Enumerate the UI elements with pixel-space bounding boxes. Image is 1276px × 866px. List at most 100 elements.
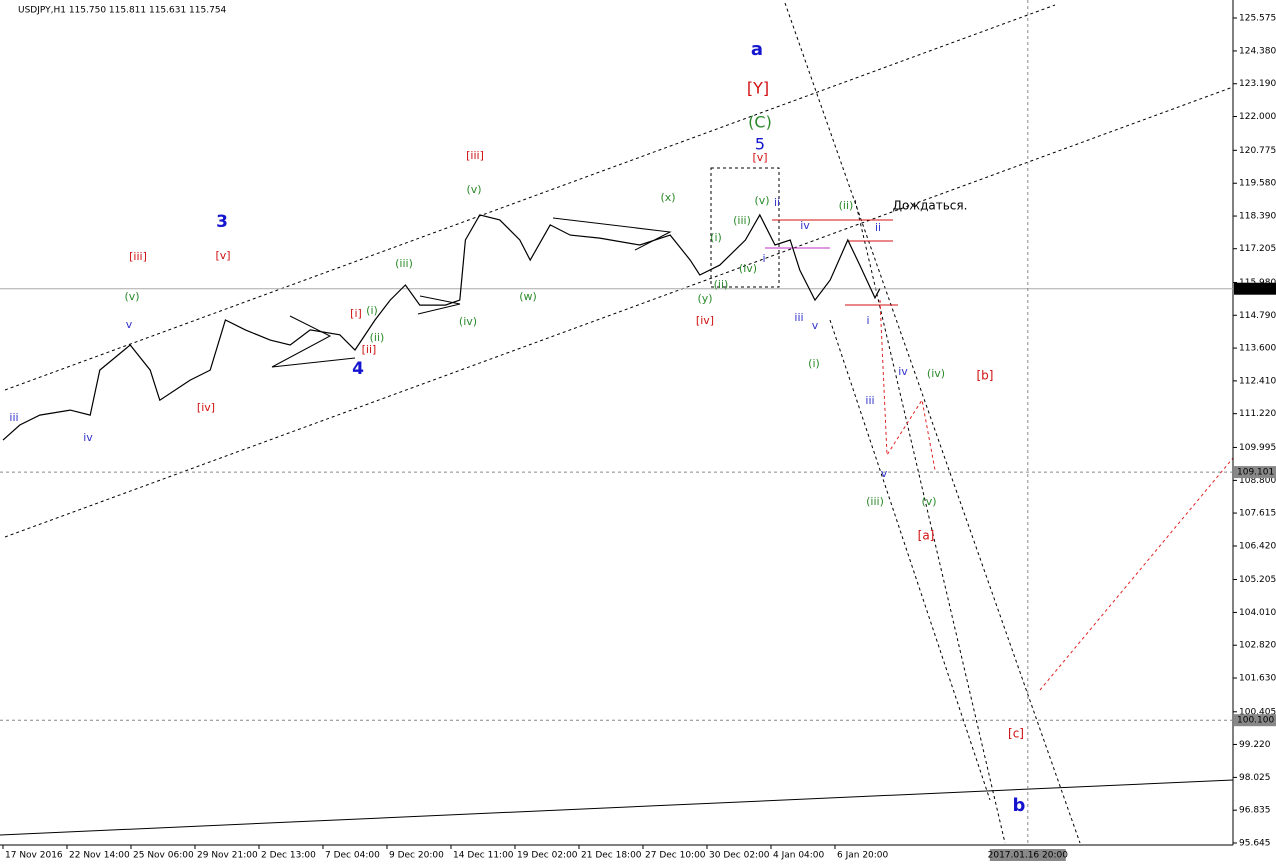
y-tick-label: 111.220 bbox=[1239, 409, 1276, 419]
wave-label: [b] bbox=[977, 369, 994, 383]
y-tick-label: 120.775 bbox=[1239, 146, 1276, 156]
wave-label: v bbox=[126, 318, 133, 331]
x-tick-label: 30 Dec 02:00 bbox=[709, 851, 770, 861]
wave-label: [i] bbox=[350, 307, 362, 320]
y-tick-label: 99.220 bbox=[1239, 740, 1271, 750]
support-line bbox=[0, 779, 1234, 836]
wave-label: (iv) bbox=[927, 367, 945, 380]
x-tick-label: 21 Dec 18:00 bbox=[581, 851, 642, 861]
wave-label: 4 bbox=[352, 359, 364, 379]
wave-label: ii bbox=[875, 221, 881, 234]
chart-title: USDJPY,H1 115.750 115.811 115.631 115.75… bbox=[18, 6, 227, 16]
wave-label: (v) bbox=[921, 495, 936, 508]
wave-label: v bbox=[812, 319, 819, 332]
wave-label: (y) bbox=[697, 292, 712, 305]
time-label-box bbox=[989, 849, 1066, 861]
wave-label: (iv) bbox=[459, 315, 477, 328]
y-tick-label: 106.420 bbox=[1239, 541, 1276, 551]
levels-marks bbox=[772, 219, 898, 306]
x-tick-label: 29 Nov 21:00 bbox=[197, 851, 258, 861]
price-label-box bbox=[1234, 282, 1276, 295]
wave-label: 3 bbox=[216, 212, 228, 232]
price-label-box bbox=[1234, 714, 1276, 727]
wave-label: (C) bbox=[748, 113, 772, 132]
wave-label: (i) bbox=[710, 231, 722, 244]
wave-label: Дождаться. bbox=[893, 199, 968, 213]
channel-line bbox=[784, 2, 1081, 844]
y-tick-label: 119.580 bbox=[1239, 179, 1276, 189]
y-tick-label: 122.000 bbox=[1239, 112, 1276, 122]
wave-label: v bbox=[881, 467, 888, 480]
y-tick-label: 102.820 bbox=[1239, 641, 1276, 651]
wave-label: iii bbox=[794, 311, 803, 324]
wave-label: (ii) bbox=[839, 199, 854, 212]
wave-label: [v] bbox=[215, 249, 230, 262]
wave-label: i bbox=[866, 314, 869, 327]
y-tick-label: 114.790 bbox=[1239, 311, 1276, 321]
y-tick-label: 109.995 bbox=[1239, 443, 1276, 453]
channel-line bbox=[829, 319, 991, 801]
box bbox=[710, 167, 780, 288]
y-tick-label: 105.205 bbox=[1239, 575, 1276, 585]
y-tick-label: 101.630 bbox=[1239, 674, 1276, 684]
wave-label: [iv] bbox=[197, 401, 215, 414]
wave-label: (ii) bbox=[714, 278, 729, 291]
y-tick-label: 123.190 bbox=[1239, 79, 1276, 89]
wave-label: (iii) bbox=[866, 495, 884, 508]
price-label: 109.101 bbox=[1237, 468, 1274, 478]
y-tick-label: 96.835 bbox=[1239, 806, 1271, 816]
price-label: 100.100 bbox=[1237, 716, 1274, 726]
x-tick-label: 25 Nov 06:00 bbox=[133, 851, 194, 861]
price-line bbox=[2, 213, 881, 441]
wave-label: (v) bbox=[466, 183, 481, 196]
wave-label: (iii) bbox=[733, 214, 751, 227]
y-tick-label: 118.390 bbox=[1239, 212, 1276, 222]
y-tick-label: 104.010 bbox=[1239, 608, 1276, 618]
wave-label: (i) bbox=[366, 304, 378, 317]
y-tick-label: 95.645 bbox=[1239, 838, 1271, 848]
wave-label: [ii] bbox=[362, 343, 377, 356]
wave-label: iv bbox=[800, 219, 810, 232]
triangle bbox=[271, 315, 356, 368]
wave-label: iv bbox=[83, 431, 93, 444]
wave-label: (v) bbox=[754, 194, 769, 207]
x-tick-label: 9 Dec 20:00 bbox=[389, 851, 444, 861]
wave-label: (v) bbox=[124, 290, 139, 303]
price-label-box bbox=[1234, 466, 1276, 479]
wave-label: [Y] bbox=[747, 79, 769, 98]
wave-label: (i) bbox=[808, 357, 820, 370]
time-label: 2017.01.16 20:00 bbox=[988, 851, 1069, 861]
x-tick-label: 2 Dec 13:00 bbox=[261, 851, 316, 861]
wave-label: (ii) bbox=[370, 331, 385, 344]
triangle bbox=[417, 295, 461, 315]
y-tick-label: 117.205 bbox=[1239, 244, 1276, 254]
x-tick-label: 4 Jan 04:00 bbox=[773, 851, 825, 861]
channel-line bbox=[4, 4, 1056, 391]
y-tick-label: 108.800 bbox=[1239, 476, 1276, 486]
wave-label: iii bbox=[865, 394, 874, 407]
wave-label: i bbox=[762, 252, 765, 265]
y-tick-label: 98.025 bbox=[1239, 773, 1271, 783]
channel-line bbox=[4, 86, 1234, 538]
projection-path bbox=[1039, 457, 1234, 691]
wave-label: [c] bbox=[1008, 727, 1024, 741]
triangles bbox=[271, 217, 672, 368]
wave-label: iii bbox=[9, 411, 18, 424]
x-tick-label: 7 Dec 04:00 bbox=[325, 851, 380, 861]
triangle bbox=[552, 217, 672, 251]
wave-label: (iv) bbox=[739, 262, 757, 275]
wave-label: ii bbox=[774, 196, 780, 209]
y-tick-label: 124.380 bbox=[1239, 46, 1276, 56]
wave-label: b bbox=[1013, 795, 1026, 816]
y-tick-label: 125.575 bbox=[1239, 13, 1276, 23]
price-label: 115.754 bbox=[1237, 284, 1274, 294]
wave-label: [a] bbox=[918, 529, 935, 543]
x-tick-label: 17 Nov 2016 bbox=[5, 851, 63, 861]
wave-label: 5 bbox=[755, 135, 765, 154]
wave-label: (w) bbox=[519, 290, 537, 303]
y-tick-label: 100.405 bbox=[1239, 707, 1276, 717]
projection-path bbox=[879, 299, 936, 471]
y-tick-label: 112.410 bbox=[1239, 376, 1276, 386]
